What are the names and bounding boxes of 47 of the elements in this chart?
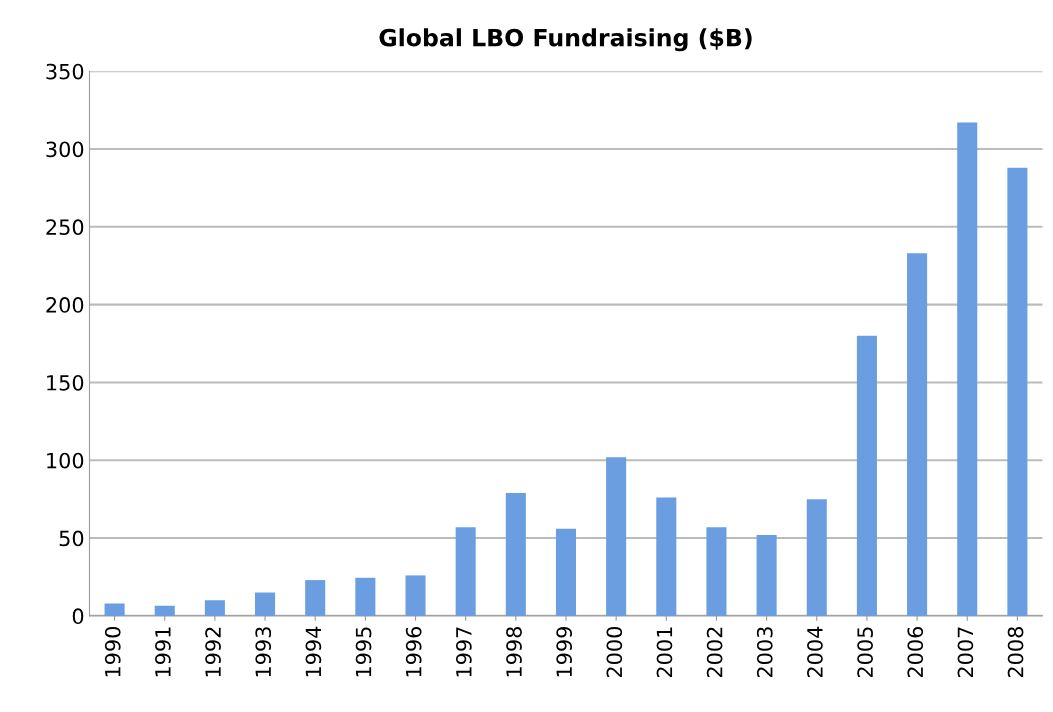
x-tick-label: 1991	[155, 627, 171, 677]
x-tick-label: 1992	[205, 627, 221, 677]
bar	[656, 497, 677, 616]
x-tick-label: 1994	[305, 626, 322, 677]
bar	[255, 592, 276, 616]
x-tick-label: 1997	[455, 627, 472, 677]
x-tick-label: 1999	[556, 627, 573, 677]
x-tick-label: 1996	[405, 626, 422, 677]
x-tick-label: 1990	[104, 626, 121, 677]
y-tick-label: 250	[46, 219, 84, 236]
bar	[756, 534, 777, 616]
x-tick-label: 2006	[907, 626, 924, 678]
bar	[505, 492, 526, 616]
x-tick-label: 2000	[606, 626, 623, 678]
x-tick-label: 1998	[506, 627, 522, 677]
y-tick-label: 0	[72, 608, 84, 625]
bar	[806, 499, 827, 616]
x-tick-label: 2007	[957, 627, 974, 678]
bar	[104, 603, 125, 616]
bar	[355, 577, 376, 616]
y-tick-label: 200	[46, 297, 84, 313]
y-tick-label: 50	[59, 530, 84, 547]
x-tick-label: 1993	[255, 627, 272, 677]
x-tick-label: 2005	[857, 627, 873, 678]
bar	[706, 527, 727, 616]
bar	[455, 527, 476, 616]
y-tick-label: 100	[47, 452, 84, 469]
x-tick-label: 2002	[706, 627, 723, 678]
bar	[555, 528, 577, 616]
x-tick-label: 1995	[355, 627, 372, 677]
y-tick-label: 300	[46, 141, 84, 158]
bar	[405, 575, 426, 616]
chart-title: Global LBO Fundraising ($B)	[379, 28, 752, 52]
y-tick-label: 150	[47, 374, 84, 391]
x-tick-label: 2003	[756, 627, 773, 678]
bar	[957, 122, 978, 616]
x-tick-label: 2001	[656, 627, 673, 678]
bar	[907, 253, 928, 616]
bar	[1007, 167, 1028, 616]
y-tick-label: 350	[46, 63, 84, 80]
x-tick-label: 2004	[807, 626, 823, 678]
x-tick-label: 2008	[1007, 627, 1024, 678]
bar	[856, 335, 877, 616]
bar	[204, 600, 225, 616]
bar	[606, 457, 627, 616]
bar	[154, 605, 175, 616]
bar	[305, 580, 326, 616]
